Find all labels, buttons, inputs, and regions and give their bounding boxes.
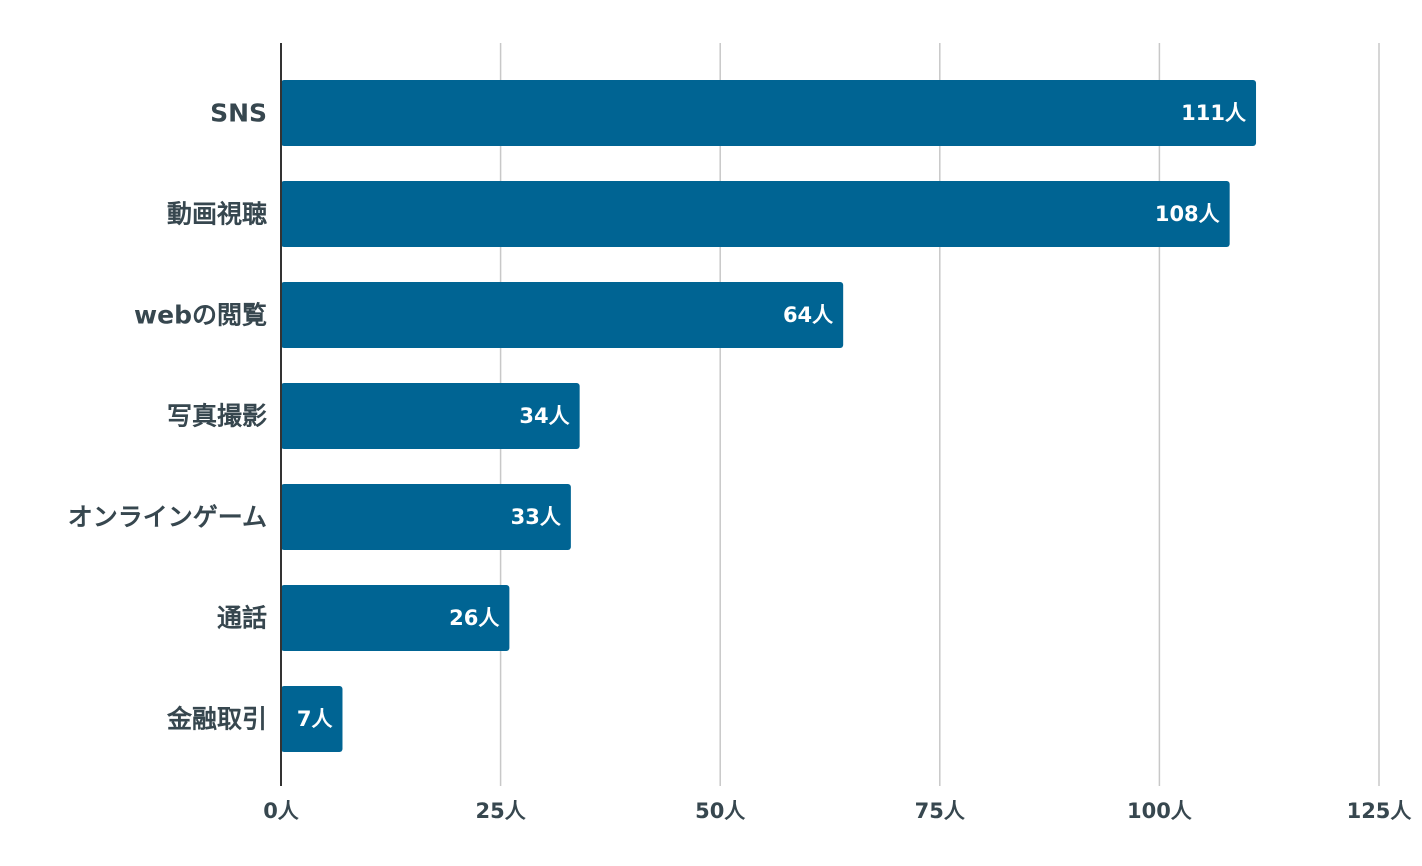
data-label-3: 34人	[519, 404, 569, 428]
bar-2	[281, 282, 844, 348]
bar-6	[281, 686, 343, 752]
category-label-0: SNS	[210, 99, 267, 128]
data-label-6: 7人	[297, 707, 333, 731]
x-tick-label-1: 25人	[475, 799, 525, 823]
bar-3	[281, 383, 580, 449]
category-label-6: 金融取引	[166, 705, 267, 734]
bar-4	[281, 484, 571, 550]
x-tick-labels: 0人 25人 50人 75人 100人 125人	[263, 799, 1411, 823]
data-label-0: 111人	[1181, 101, 1246, 125]
x-tick-label-4: 100人	[1127, 799, 1192, 823]
category-label-4: オンラインゲーム	[68, 503, 267, 532]
data-label-1: 108人	[1155, 202, 1220, 226]
gridlines	[499, 43, 1380, 786]
data-label-5: 26人	[449, 606, 499, 630]
bar-0	[281, 80, 1257, 146]
bar-1	[281, 181, 1230, 247]
category-label-1: 動画視聴	[167, 200, 267, 229]
bar-5	[281, 585, 510, 651]
data-label-2: 64人	[783, 303, 833, 327]
x-tick-label-5: 125人	[1347, 799, 1412, 823]
category-label-5: 通話	[217, 604, 267, 633]
x-tick-label-2: 50人	[695, 799, 745, 823]
bars	[281, 80, 1257, 752]
x-tick-label-0: 0人	[263, 799, 299, 823]
data-label-4: 33人	[511, 505, 561, 529]
data-labels: 111人 108人 64人 34人 33人 26人 7人	[297, 101, 1246, 731]
x-tick-label-3: 75人	[915, 799, 965, 823]
category-label-3: 写真撮影	[167, 402, 267, 431]
category-label-2: webの閲覧	[134, 301, 267, 330]
